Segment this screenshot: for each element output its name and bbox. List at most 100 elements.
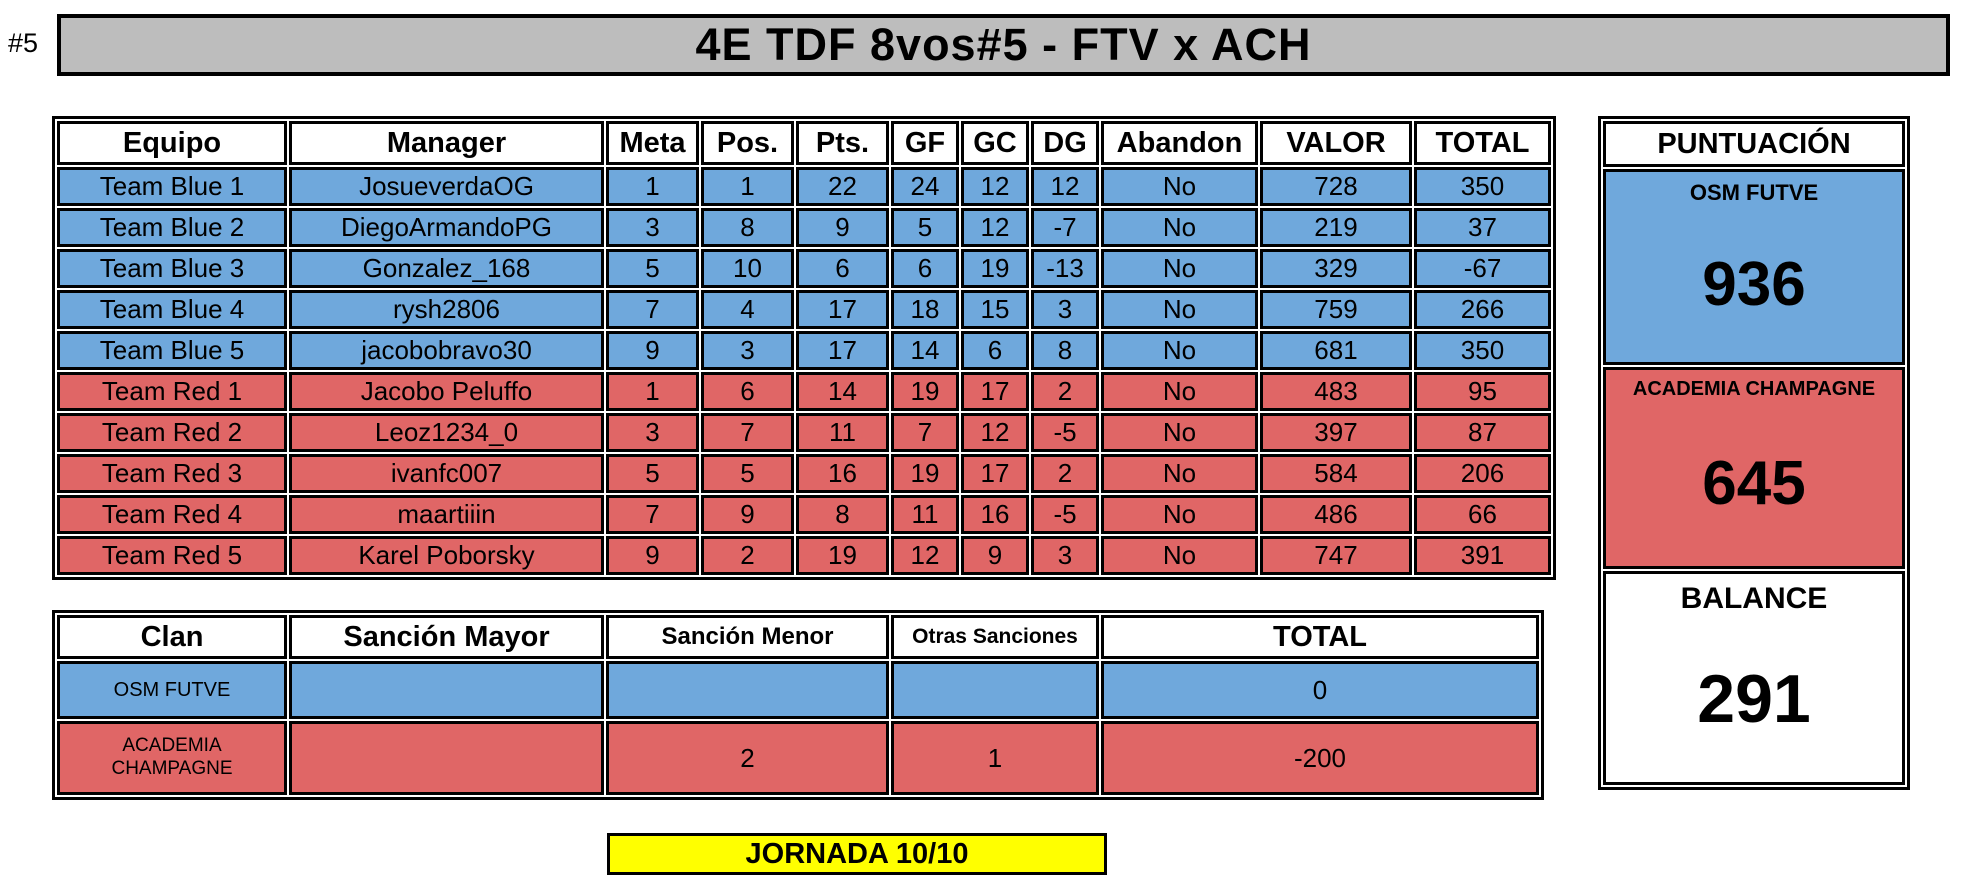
stand-cell-abandon: No bbox=[1101, 536, 1258, 575]
sanc-cell-mayor bbox=[289, 721, 604, 795]
stand-cell-total: 350 bbox=[1414, 167, 1551, 206]
col-header-manager: Manager bbox=[289, 121, 604, 165]
col-header-gc: GC bbox=[961, 121, 1029, 165]
stand-cell-total: 206 bbox=[1414, 454, 1551, 493]
jornada-banner: JORNADA 10/10 bbox=[607, 833, 1107, 875]
stand-cell-dg: -5 bbox=[1031, 413, 1099, 452]
stand-cell-total: 391 bbox=[1414, 536, 1551, 575]
stand-cell-total: 95 bbox=[1414, 372, 1551, 411]
stand-cell-abandon: No bbox=[1101, 208, 1258, 247]
standings-row: Team Red 3 ivanfc007 5 5 16 19 17 2 No 584 206 bbox=[57, 454, 1551, 493]
stand-cell-abandon: No bbox=[1101, 331, 1258, 370]
stand-cell-dg: 2 bbox=[1031, 454, 1099, 493]
stand-cell-team: Team Red 4 bbox=[57, 495, 287, 534]
sanc-cell-total: 0 bbox=[1101, 661, 1539, 719]
col-header-equipo: Equipo bbox=[57, 121, 287, 165]
col-header-gf: GF bbox=[891, 121, 959, 165]
blue-clan-score: 936 bbox=[1702, 249, 1806, 319]
col-header-sancion-menor: Sanción Menor bbox=[606, 615, 889, 659]
jornada-label: JORNADA 10/10 bbox=[745, 837, 969, 870]
col-header-valor: VALOR bbox=[1260, 121, 1412, 165]
stand-cell-valor: 681 bbox=[1260, 331, 1412, 370]
stand-cell-gc: 6 bbox=[961, 331, 1029, 370]
title-banner: 4E TDF 8vos#5 - FTV x ACH bbox=[57, 14, 1950, 76]
stand-cell-manager: ivanfc007 bbox=[289, 454, 604, 493]
col-header-pts: Pts. bbox=[796, 121, 889, 165]
stand-cell-gc: 12 bbox=[961, 167, 1029, 206]
stand-cell-gf: 24 bbox=[891, 167, 959, 206]
sanc-cell-otras bbox=[891, 661, 1099, 719]
sanc-cell-mayor bbox=[289, 661, 604, 719]
stand-cell-pts: 16 bbox=[796, 454, 889, 493]
stand-cell-pts: 14 bbox=[796, 372, 889, 411]
stand-cell-valor: 759 bbox=[1260, 290, 1412, 329]
stand-cell-manager: Jacobo Peluffo bbox=[289, 372, 604, 411]
stand-cell-gc: 16 bbox=[961, 495, 1029, 534]
stand-cell-pts: 17 bbox=[796, 290, 889, 329]
stand-cell-team: Team Red 5 bbox=[57, 536, 287, 575]
stand-cell-gf: 5 bbox=[891, 208, 959, 247]
col-header-pos: Pos. bbox=[701, 121, 794, 165]
stand-cell-team: Team Blue 4 bbox=[57, 290, 287, 329]
score-panel-blue-section: OSM FUTVE 936 bbox=[1603, 169, 1905, 365]
stand-cell-dg: 3 bbox=[1031, 536, 1099, 575]
sanctions-table: Clan Sanción Mayor Sanción Menor Otras S… bbox=[52, 610, 1544, 800]
stand-cell-total: 66 bbox=[1414, 495, 1551, 534]
score-panel: PUNTUACIÓN OSM FUTVE 936 ACADEMIA CHAMPA… bbox=[1598, 116, 1910, 790]
stand-cell-gf: 12 bbox=[891, 536, 959, 575]
col-header-sanciones-total: TOTAL bbox=[1101, 615, 1539, 659]
sanctions-row: ACADEMIA CHAMPAGNE 2 1 -200 bbox=[57, 721, 1539, 795]
sanctions-header-row: Clan Sanción Mayor Sanción Menor Otras S… bbox=[57, 615, 1539, 659]
stand-cell-meta: 3 bbox=[606, 413, 699, 452]
stand-cell-pts: 17 bbox=[796, 331, 889, 370]
standings-row: Team Red 4 maartiiin 7 9 8 11 16 -5 No 486 66 bbox=[57, 495, 1551, 534]
score-panel-balance-section: BALANCE 291 bbox=[1603, 571, 1905, 785]
stand-cell-abandon: No bbox=[1101, 413, 1258, 452]
stand-cell-manager: jacobobravo30 bbox=[289, 331, 604, 370]
col-header-clan: Clan bbox=[57, 615, 287, 659]
stand-cell-valor: 483 bbox=[1260, 372, 1412, 411]
stand-cell-total: 37 bbox=[1414, 208, 1551, 247]
stand-cell-pos: 2 bbox=[701, 536, 794, 575]
stand-cell-valor: 584 bbox=[1260, 454, 1412, 493]
stand-cell-meta: 7 bbox=[606, 495, 699, 534]
stand-cell-meta: 7 bbox=[606, 290, 699, 329]
standings-row: Team Red 5 Karel Poborsky 9 2 19 12 9 3 No 747 391 bbox=[57, 536, 1551, 575]
stand-cell-meta: 1 bbox=[606, 372, 699, 411]
stand-cell-pts: 19 bbox=[796, 536, 889, 575]
stand-cell-abandon: No bbox=[1101, 167, 1258, 206]
balance-label: BALANCE bbox=[1680, 582, 1828, 615]
sanc-cell-clan: OSM FUTVE bbox=[57, 661, 287, 719]
stand-cell-pts: 22 bbox=[796, 167, 889, 206]
stand-cell-pos: 7 bbox=[701, 413, 794, 452]
stand-cell-valor: 728 bbox=[1260, 167, 1412, 206]
stand-cell-pts: 6 bbox=[796, 249, 889, 288]
score-panel-title: PUNTUACIÓN bbox=[1603, 121, 1905, 167]
stand-cell-manager: Karel Poborsky bbox=[289, 536, 604, 575]
stand-cell-gf: 19 bbox=[891, 454, 959, 493]
sanc-cell-clan: ACADEMIA CHAMPAGNE bbox=[57, 721, 287, 795]
stand-cell-abandon: No bbox=[1101, 495, 1258, 534]
stand-cell-valor: 397 bbox=[1260, 413, 1412, 452]
stand-cell-gf: 18 bbox=[891, 290, 959, 329]
stand-cell-pts: 8 bbox=[796, 495, 889, 534]
stand-cell-pts: 11 bbox=[796, 413, 889, 452]
stand-cell-meta: 9 bbox=[606, 536, 699, 575]
page-title: 4E TDF 8vos#5 - FTV x ACH bbox=[695, 19, 1312, 70]
red-clan-score: 645 bbox=[1702, 449, 1806, 518]
stand-cell-abandon: No bbox=[1101, 372, 1258, 411]
score-panel-red-section: ACADEMIA CHAMPAGNE 645 bbox=[1603, 367, 1905, 569]
standings-row: Team Blue 3 Gonzalez_168 5 10 6 6 19 -13 No 329 -6… bbox=[57, 249, 1551, 288]
stand-cell-manager: JosueverdaOG bbox=[289, 167, 604, 206]
stand-cell-total: -67 bbox=[1414, 249, 1551, 288]
stand-cell-team: Team Blue 2 bbox=[57, 208, 287, 247]
stand-cell-gf: 11 bbox=[891, 495, 959, 534]
col-header-otras-sanciones: Otras Sanciones bbox=[891, 615, 1099, 659]
standings-row: Team Red 1 Jacobo Peluffo 1 6 14 19 17 2 No 483 95 bbox=[57, 372, 1551, 411]
stand-cell-team: Team Red 3 bbox=[57, 454, 287, 493]
sanctions-row: OSM FUTVE 0 bbox=[57, 661, 1539, 719]
stand-cell-dg: 3 bbox=[1031, 290, 1099, 329]
stand-cell-gc: 15 bbox=[961, 290, 1029, 329]
stand-cell-abandon: No bbox=[1101, 454, 1258, 493]
standings-row: Team Red 2 Leoz1234_0 3 7 11 7 12 -5 No 397 87 bbox=[57, 413, 1551, 452]
